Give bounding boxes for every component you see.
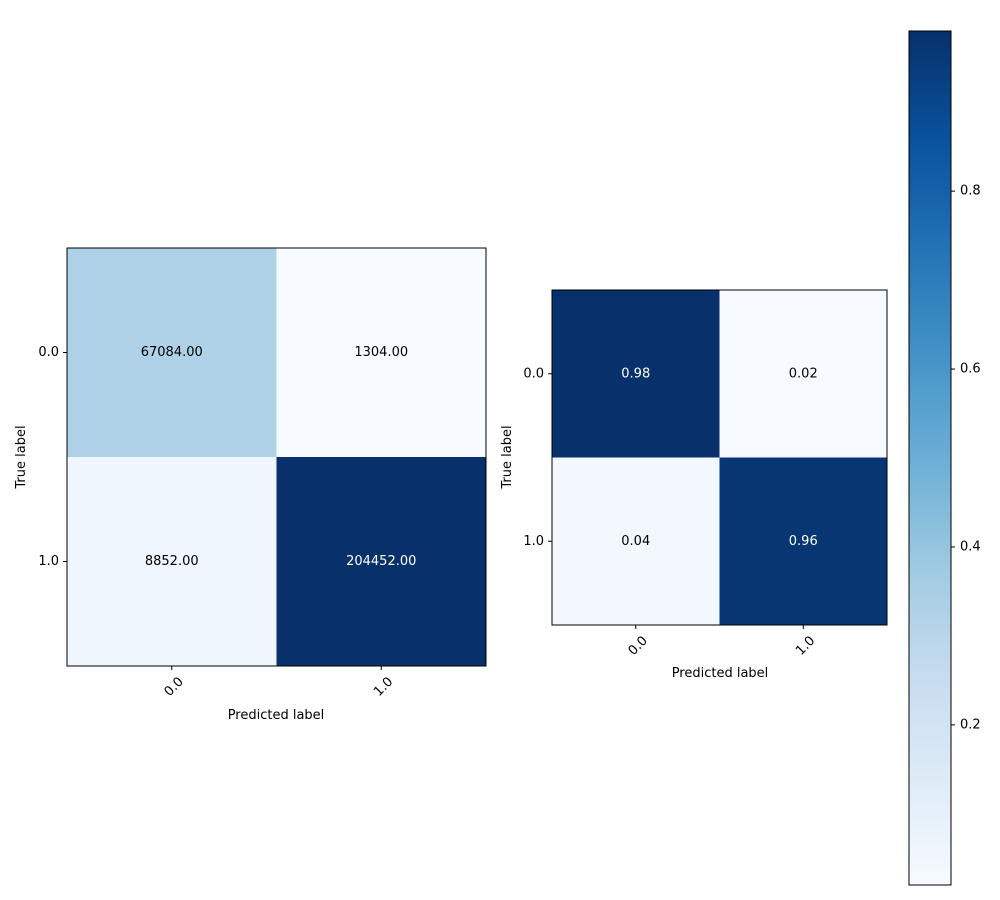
colorbar-gradient [908,30,952,886]
cell-value-label: 0.98 [621,366,650,381]
x-axis-label: Predicted label [672,666,769,681]
cell-value-label: 1304.00 [354,345,408,360]
y-tick-label: 0.0 [38,345,59,360]
y-tick-label: 1.0 [523,534,544,549]
plot-frame [66,247,487,667]
cell-value-label: 0.04 [621,534,650,549]
heatmap-cell [276,457,486,666]
cell-value-label: 67084.00 [141,345,203,360]
heatmap-cell [276,248,486,457]
colorbar-tick-label: 0.6 [960,362,981,377]
y-tick-label: 1.0 [38,554,59,569]
heatmap-cell [552,290,720,458]
heatmap-cell [552,457,720,625]
cell-value-label: 204452.00 [346,554,416,569]
y-axis-label: True label [500,425,515,489]
heatmap-cell [67,457,277,666]
y-tick-label: 0.0 [523,366,544,381]
cell-value-label: 0.96 [789,534,818,549]
cell-value-label: 0.02 [789,366,818,381]
heatmap-cell [719,290,887,458]
colorbar-tick-label: 0.8 [960,184,981,199]
colorbar-tick-label: 0.4 [960,539,981,554]
colorbar: 0.2 0.4 0.6 0.8 [908,30,981,886]
confusion-matrix-normalized: 0.98 0.020.04 0.96 0.01.0 0.0 1.0 Predicted… [500,289,888,681]
cell-value-label: 8852.00 [145,554,199,569]
colorbar-tick-label: 0.2 [960,717,981,732]
plot-frame [551,289,888,626]
heatmap-cell [719,457,887,625]
x-axis-label: Predicted label [228,708,325,723]
heatmap-cell [67,248,277,457]
y-axis-label: True label [14,425,29,489]
